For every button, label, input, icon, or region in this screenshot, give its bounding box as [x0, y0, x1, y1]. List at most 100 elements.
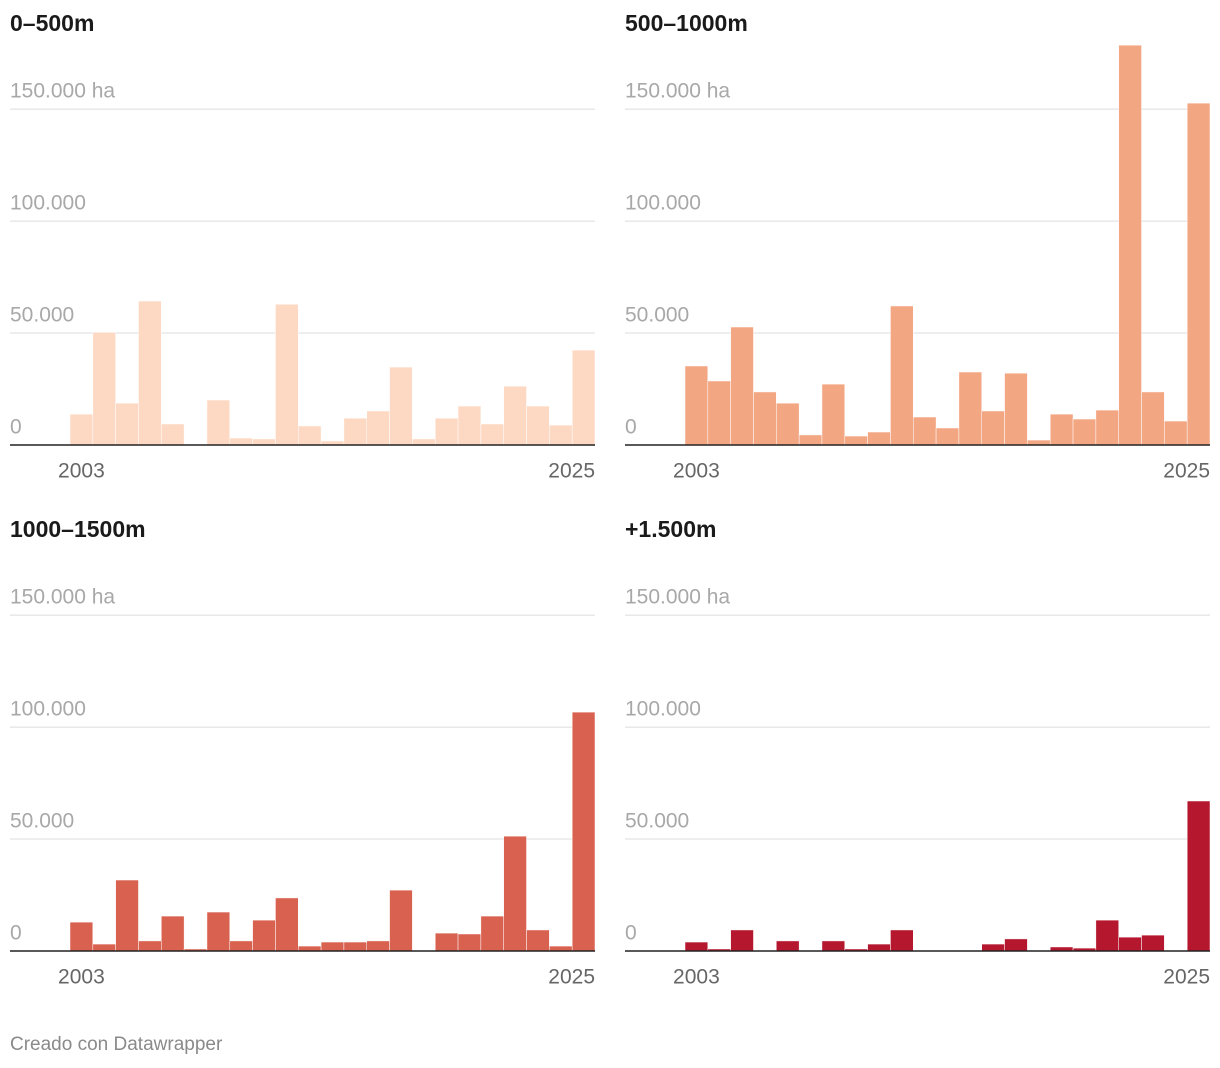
- panel-title: 500–1000m: [625, 10, 748, 36]
- x-tick-label: 2003: [673, 966, 720, 989]
- panel-title: 1000–1500m: [10, 516, 146, 542]
- bar: [1141, 391, 1165, 446]
- bar: [798, 434, 823, 446]
- bar: [115, 402, 139, 446]
- bar: [343, 941, 367, 952]
- bar: [275, 897, 299, 952]
- bar: [161, 423, 185, 446]
- panel-title: 0–500m: [10, 10, 94, 36]
- y-tick-label: 0: [10, 416, 22, 439]
- bar: [138, 300, 162, 446]
- y-tick-label: 100.000: [625, 698, 701, 721]
- bar: [1186, 102, 1211, 446]
- bar: [526, 929, 550, 952]
- bar: [298, 425, 322, 446]
- bar: [275, 303, 299, 446]
- bar: [92, 943, 116, 952]
- bar: [69, 921, 94, 952]
- bar: [867, 431, 891, 446]
- bar: [753, 391, 777, 446]
- bar: [981, 943, 1005, 952]
- bar: [115, 879, 139, 952]
- bar: [252, 919, 276, 952]
- bar: [1118, 44, 1142, 446]
- y-tick-label: 50.000: [625, 810, 689, 833]
- bar: [457, 933, 482, 952]
- bar: [1118, 936, 1142, 952]
- y-tick-label: 0: [10, 922, 22, 945]
- bar: [92, 331, 116, 446]
- bar: [503, 385, 527, 446]
- y-tick-label: 0: [625, 922, 637, 945]
- bar: [1164, 420, 1188, 446]
- bar: [1095, 919, 1119, 952]
- bar: [1072, 418, 1097, 446]
- bar: [730, 929, 754, 952]
- bar: [867, 943, 891, 952]
- y-tick-label: 150.000 ha: [625, 80, 730, 103]
- bar: [730, 326, 754, 446]
- bar: [890, 929, 914, 952]
- bar: [503, 835, 527, 952]
- bar: [480, 423, 504, 446]
- bar: [1004, 938, 1028, 952]
- y-tick-label: 150.000 ha: [625, 586, 730, 609]
- y-tick-label: 150.000 ha: [10, 80, 115, 103]
- y-tick-label: 150.000 ha: [10, 586, 115, 609]
- bar: [958, 371, 982, 446]
- bar: [366, 410, 390, 446]
- x-tick-label: 2025: [548, 460, 595, 483]
- bar: [1095, 409, 1119, 446]
- y-tick-label: 100.000: [10, 192, 86, 215]
- bar: [526, 405, 550, 446]
- bar: [821, 940, 846, 952]
- bar: [776, 940, 800, 952]
- bar: [935, 427, 960, 446]
- bar: [69, 413, 94, 446]
- bar: [1004, 372, 1028, 446]
- bar: [684, 941, 709, 952]
- y-tick-label: 50.000: [625, 304, 689, 327]
- x-tick-label: 2025: [548, 966, 595, 989]
- bar: [1049, 413, 1074, 446]
- bar: [571, 349, 596, 446]
- x-tick-label: 2003: [58, 460, 105, 483]
- bar: [389, 366, 413, 446]
- bar: [434, 417, 459, 446]
- bar: [320, 941, 345, 952]
- bar: [389, 889, 413, 952]
- bar: [229, 437, 253, 446]
- bar: [844, 435, 868, 446]
- y-tick-label: 50.000: [10, 304, 74, 327]
- bar: [206, 911, 231, 952]
- bar: [434, 932, 459, 952]
- bar: [480, 915, 504, 952]
- panel-title: +1.500m: [625, 516, 716, 542]
- y-tick-label: 0: [625, 416, 637, 439]
- bar: [252, 438, 276, 446]
- bar: [549, 424, 573, 446]
- bar: [366, 940, 390, 952]
- x-tick-label: 2003: [673, 460, 720, 483]
- y-tick-label: 100.000: [625, 192, 701, 215]
- x-tick-label: 2025: [1163, 460, 1210, 483]
- bar: [206, 399, 231, 446]
- bar: [707, 380, 731, 446]
- bar: [1141, 934, 1165, 952]
- bar: [776, 402, 800, 446]
- bar: [981, 410, 1005, 446]
- bar: [571, 711, 596, 952]
- bar: [229, 940, 253, 952]
- footer: Creado con Datawrapper: [10, 1034, 223, 1055]
- x-tick-label: 2025: [1163, 966, 1210, 989]
- bar: [161, 915, 185, 952]
- bar: [138, 940, 162, 952]
- bar: [457, 405, 482, 446]
- bar: [684, 365, 709, 446]
- bar: [412, 438, 436, 446]
- bar: [913, 416, 937, 446]
- bar: [1186, 800, 1211, 952]
- y-tick-label: 50.000: [10, 810, 74, 833]
- x-tick-label: 2003: [58, 966, 105, 989]
